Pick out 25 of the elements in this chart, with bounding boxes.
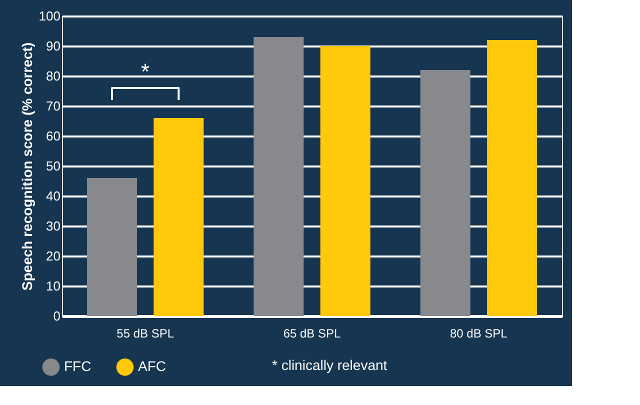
x-tick-label: 80 dB SPL <box>450 326 508 340</box>
y-axis-title: Speech recognition score (% correct) <box>18 42 35 291</box>
bar <box>420 70 470 316</box>
y-tick-label: 30 <box>46 218 60 234</box>
bar <box>254 37 304 316</box>
y-tick-label: 60 <box>46 128 60 144</box>
y-tick-label: 10 <box>46 278 60 294</box>
bar <box>487 40 537 316</box>
bar <box>320 46 370 316</box>
y-tick-label: 90 <box>46 38 60 54</box>
text: * clinically relevant <box>272 357 388 373</box>
y-tick-label: 100 <box>38 8 60 24</box>
x-tick-label: 65 dB SPL <box>283 326 342 340</box>
x-tick-label: 55 dB SPL <box>116 326 174 340</box>
y-tick-label: 80 <box>46 68 60 84</box>
y-tick-label: 0 <box>53 308 60 324</box>
annotation: * <box>141 59 150 84</box>
y-tick-label: 20 <box>46 248 60 264</box>
y-tick-label: 50 <box>46 158 60 174</box>
legend-label: AFC <box>138 358 166 374</box>
bar <box>87 178 137 316</box>
y-tick-label: 70 <box>46 98 60 114</box>
bar <box>154 118 204 316</box>
y-tick-label: 40 <box>46 188 60 204</box>
legend-label: FFC <box>64 358 92 374</box>
